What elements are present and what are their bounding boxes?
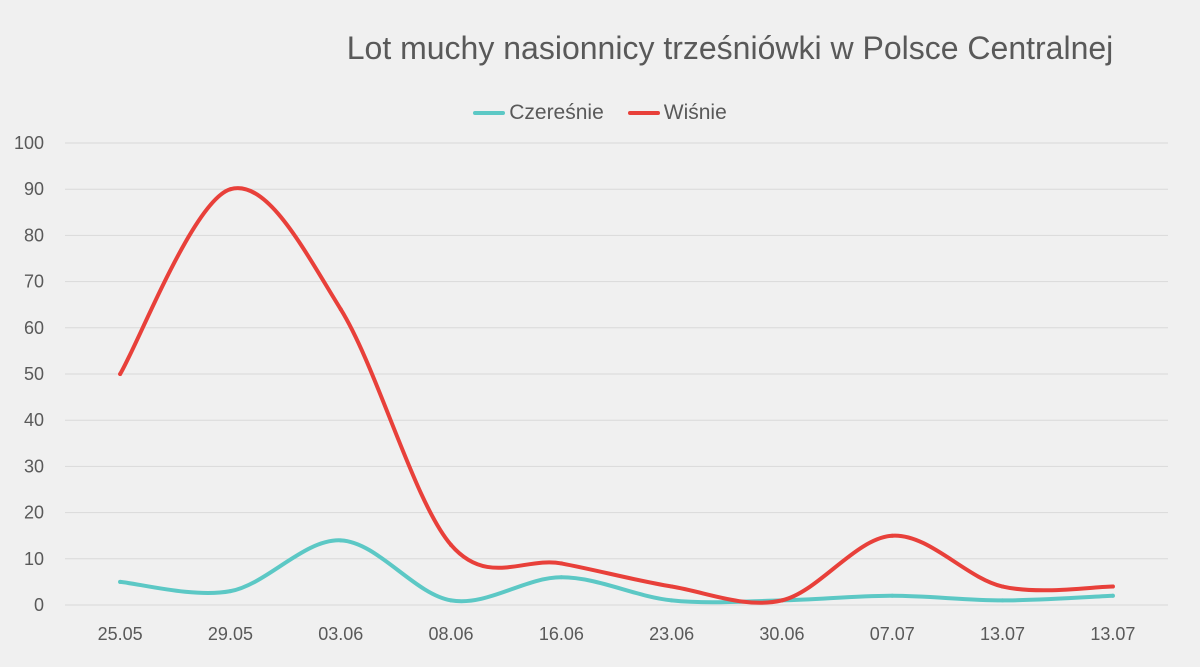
x-tick-label: 25.05	[98, 624, 143, 644]
data-point-wisnie	[779, 598, 784, 603]
y-tick-label: 90	[24, 179, 44, 199]
legend-item-czeresnie: Czereśnie	[473, 101, 604, 125]
x-tick-label: 03.06	[318, 624, 363, 644]
y-tick-label: 60	[24, 318, 44, 338]
data-point-wisnie	[1110, 584, 1115, 589]
chart-title: Lot muchy nasionnicy trześniówki w Polsc…	[346, 30, 1114, 66]
x-tick-label: 16.06	[539, 624, 584, 644]
y-tick-label: 100	[14, 133, 44, 153]
data-point-czeresnie	[890, 593, 895, 598]
legend-label-czeresnie: Czereśnie	[509, 101, 604, 124]
x-tick-label: 23.06	[649, 624, 694, 644]
series-line-czeresnie	[118, 538, 1115, 605]
legend-swatch-czeresnie	[473, 111, 506, 115]
data-point-czeresnie	[1110, 593, 1115, 598]
data-point-czeresnie	[449, 598, 454, 603]
data-point-wisnie	[669, 584, 674, 589]
legend: Czereśnie Wiśnie	[0, 101, 1200, 125]
legend-label-wisnie: Wiśnie	[663, 101, 727, 124]
data-point-czeresnie	[1000, 598, 1005, 603]
legend-swatch-wisnie	[627, 111, 660, 115]
x-tick-label: 07.07	[870, 624, 915, 644]
x-tick-label: 30.06	[759, 624, 804, 644]
y-tick-label: 80	[24, 225, 44, 245]
x-tick-label: 13.07	[980, 624, 1025, 644]
y-tick-label: 20	[24, 503, 44, 523]
data-point-czeresnie	[228, 589, 233, 594]
x-tick-label: 13.07	[1090, 624, 1135, 644]
y-tick-label: 10	[24, 549, 44, 569]
data-point-wisnie	[890, 533, 895, 538]
y-tick-label: 40	[24, 410, 44, 430]
y-tick-label: 70	[24, 272, 44, 292]
y-tick-label: 0	[34, 595, 44, 615]
legend-item-wisnie: Wiśnie	[627, 101, 727, 125]
x-tick-label: 29.05	[208, 624, 253, 644]
data-point-wisnie	[338, 307, 343, 312]
data-point-wisnie	[1000, 584, 1005, 589]
series-line-wisnie	[118, 186, 1115, 605]
data-point-czeresnie	[559, 575, 564, 580]
y-tick-label: 30	[24, 456, 44, 476]
data-point-czeresnie	[669, 598, 674, 603]
data-point-wisnie	[559, 561, 564, 566]
data-point-czeresnie	[338, 538, 343, 543]
data-point-wisnie	[449, 542, 454, 547]
data-point-czeresnie	[118, 579, 123, 584]
y-tick-label: 50	[24, 364, 44, 384]
x-tick-label: 08.06	[429, 624, 474, 644]
data-point-wisnie	[228, 187, 233, 192]
data-point-wisnie	[118, 372, 123, 376]
